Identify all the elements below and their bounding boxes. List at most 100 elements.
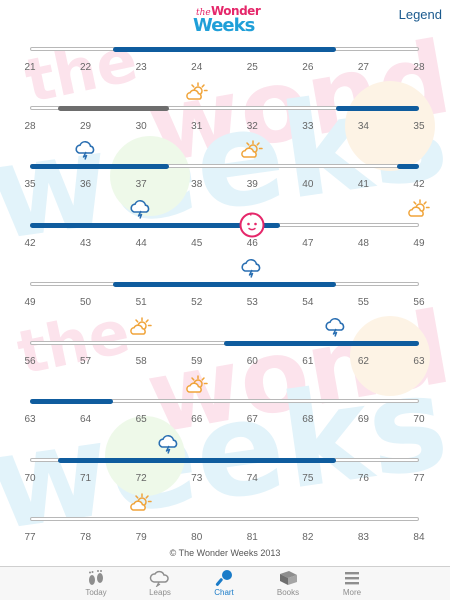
rattle-icon [215, 570, 232, 586]
week-label: 34 [357, 120, 369, 132]
week-label: 63 [24, 414, 36, 426]
week-label: 66 [191, 414, 203, 426]
week-label: 62 [357, 355, 369, 367]
leap-period-bar[interactable] [30, 399, 114, 405]
menu-lines-icon [345, 572, 359, 585]
leap-period-bar[interactable] [113, 281, 336, 287]
week-label: 75 [302, 472, 314, 484]
week-label: 60 [246, 355, 258, 367]
week-label: 37 [135, 179, 147, 191]
tab-chart[interactable]: Chart [194, 569, 254, 597]
week-label: 77 [24, 531, 36, 543]
sun-icon[interactable] [129, 316, 153, 342]
leap-period-bar[interactable] [335, 105, 419, 111]
tab-today[interactable]: Today [66, 569, 126, 597]
logo-weeks-text: Weeks [193, 15, 255, 36]
sun-icon[interactable] [185, 81, 209, 107]
week-label: 40 [302, 179, 314, 191]
storm-icon[interactable] [129, 199, 153, 226]
fussy-period-bar[interactable] [57, 105, 169, 111]
week-label: 39 [246, 179, 258, 191]
tab-more-label: More [342, 588, 362, 597]
week-label: 83 [357, 531, 369, 543]
storm-icon[interactable] [324, 317, 348, 344]
week-track [30, 516, 419, 521]
week-label: 64 [80, 414, 92, 426]
week-label: 29 [80, 120, 92, 132]
week-label: 58 [135, 355, 147, 367]
tab-books[interactable]: Books [258, 569, 318, 597]
sun-icon[interactable] [407, 199, 431, 224]
week-label: 68 [302, 414, 314, 426]
tab-leaps[interactable]: Leaps [130, 569, 190, 597]
week-label: 24 [191, 62, 203, 73]
sun-icon[interactable] [185, 375, 209, 400]
week-label: 23 [135, 62, 147, 73]
storm-icon[interactable] [157, 434, 181, 461]
week-label: 71 [80, 472, 92, 484]
week-label: 32 [246, 120, 258, 132]
legend-button[interactable]: Legend [398, 7, 442, 22]
week-label: 38 [191, 179, 203, 191]
week-label: 52 [191, 296, 203, 308]
leap-period-bar[interactable] [57, 457, 336, 463]
week-label: 35 [24, 179, 36, 191]
tab-leaps-label: Leaps [149, 588, 171, 597]
week-label: 81 [246, 531, 258, 543]
leaps-cloud-icon [149, 570, 169, 587]
week-label: 78 [80, 531, 92, 543]
sun-icon[interactable] [240, 140, 264, 165]
header-bar: the Wonder Weeks Legend [0, 0, 450, 36]
leap-chart: 21 22 23 24 25 26 27 28 28 29 30 31 32 33 34 35 35 36 37 38… [24, 47, 431, 543]
copyright-text: © The Wonder Weeks 2013 [169, 548, 281, 558]
week-label: 42 [24, 238, 36, 250]
week-label: 22 [80, 62, 92, 73]
week-label: 44 [135, 238, 147, 250]
week-label: 28 [413, 62, 425, 73]
week-label: 33 [302, 120, 314, 132]
week-label: 46 [246, 238, 258, 250]
week-label: 76 [357, 472, 369, 484]
week-label: 43 [80, 238, 92, 250]
current-week-face-icon[interactable] [239, 212, 265, 243]
storm-icon[interactable] [240, 258, 264, 285]
week-label: 42 [413, 179, 425, 191]
leap-period-bar[interactable] [30, 223, 281, 229]
week-label: 80 [191, 531, 203, 543]
leap-period-bar[interactable] [224, 340, 419, 346]
week-label: 49 [413, 238, 425, 250]
tab-today-label: Today [85, 588, 107, 597]
week-label: 57 [80, 355, 92, 367]
week-label: 56 [24, 355, 36, 367]
week-label: 79 [135, 531, 147, 543]
tab-more[interactable]: More [322, 569, 382, 597]
week-label: 35 [413, 120, 425, 132]
week-label: 53 [246, 296, 258, 308]
week-label: 56 [413, 296, 425, 308]
week-label: 47 [302, 238, 314, 250]
leap-period-bar[interactable] [113, 47, 336, 52]
footprints-icon [89, 570, 103, 585]
week-label: 72 [135, 472, 147, 484]
leap-period-bar[interactable] [396, 164, 419, 170]
week-label: 28 [24, 120, 36, 132]
storm-icon[interactable] [74, 140, 98, 167]
week-label: 54 [302, 296, 314, 308]
week-label: 82 [302, 531, 314, 543]
tab-books-label: Books [276, 588, 300, 597]
week-label: 49 [24, 296, 36, 308]
week-label: 73 [191, 472, 203, 484]
week-label: 21 [24, 62, 36, 73]
week-label: 70 [24, 472, 36, 484]
leap-period-bar[interactable] [30, 164, 169, 170]
sun-icon[interactable] [129, 492, 153, 518]
week-label: 84 [413, 531, 425, 543]
week-label: 63 [413, 355, 425, 367]
week-label: 74 [246, 472, 258, 484]
week-label: 31 [191, 120, 203, 132]
week-label: 50 [80, 296, 92, 308]
week-label: 26 [302, 62, 314, 73]
logo-wonder-text: Wonder [211, 4, 261, 18]
wonder-weeks-logo: the Wonder Weeks [190, 4, 262, 36]
week-label: 25 [246, 62, 258, 73]
